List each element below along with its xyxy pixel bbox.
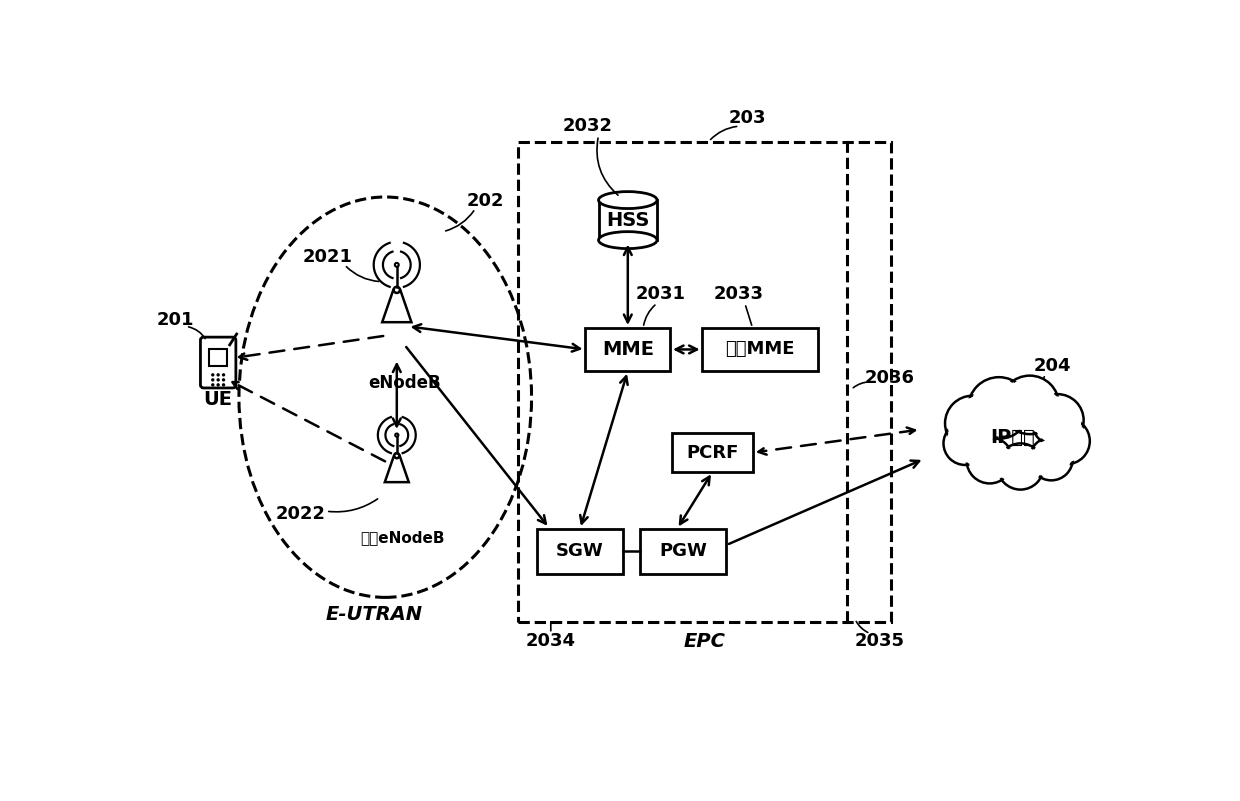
Circle shape: [217, 373, 219, 376]
Text: UE: UE: [203, 390, 233, 409]
Polygon shape: [382, 290, 412, 322]
Circle shape: [211, 378, 215, 381]
Bar: [585, 328, 670, 371]
Text: 203: 203: [728, 110, 766, 127]
Circle shape: [945, 396, 1001, 451]
Circle shape: [1029, 437, 1073, 481]
Text: 2021: 2021: [303, 248, 352, 266]
Ellipse shape: [599, 231, 657, 248]
Text: 204: 204: [1034, 357, 1071, 376]
Circle shape: [217, 383, 219, 387]
Text: EPC: EPC: [684, 632, 725, 650]
Circle shape: [396, 433, 398, 437]
Bar: [208, 349, 227, 366]
Text: 2034: 2034: [526, 632, 575, 650]
Circle shape: [971, 380, 1028, 437]
Text: 2033: 2033: [714, 285, 764, 303]
Text: 2032: 2032: [563, 117, 613, 135]
Text: 其它MME: 其它MME: [725, 340, 795, 359]
Circle shape: [947, 398, 998, 449]
Circle shape: [1032, 394, 1084, 446]
Text: SGW: SGW: [557, 542, 604, 560]
Bar: [672, 433, 753, 472]
Circle shape: [967, 437, 1013, 484]
Circle shape: [393, 287, 401, 293]
Text: 2022: 2022: [275, 505, 326, 523]
Text: eNodeB: eNodeB: [368, 374, 440, 392]
Bar: [703, 328, 818, 371]
Circle shape: [211, 383, 215, 387]
Text: PGW: PGW: [660, 542, 707, 560]
Circle shape: [211, 373, 215, 376]
Circle shape: [222, 373, 226, 376]
Circle shape: [1032, 440, 1070, 478]
Text: HSS: HSS: [606, 211, 650, 230]
Circle shape: [1034, 396, 1081, 445]
Bar: [599, 200, 657, 240]
Circle shape: [394, 453, 399, 458]
Circle shape: [222, 383, 226, 387]
Text: 202: 202: [466, 192, 505, 210]
Circle shape: [1003, 378, 1056, 432]
Text: PCRF: PCRF: [686, 444, 739, 461]
Text: 2036: 2036: [864, 369, 915, 387]
Bar: [518, 142, 892, 622]
Circle shape: [1001, 376, 1059, 434]
Circle shape: [1045, 421, 1087, 462]
Bar: [640, 529, 727, 574]
Polygon shape: [384, 456, 409, 482]
Text: 2031: 2031: [635, 285, 686, 303]
Circle shape: [946, 425, 985, 463]
Ellipse shape: [599, 191, 657, 208]
Circle shape: [968, 440, 1011, 481]
Circle shape: [999, 445, 1042, 487]
Text: 2035: 2035: [854, 632, 905, 650]
Circle shape: [217, 378, 219, 381]
Circle shape: [944, 422, 987, 465]
FancyBboxPatch shape: [201, 337, 236, 388]
Text: 其它eNodeB: 其它eNodeB: [361, 529, 445, 545]
Text: IP业务: IP业务: [991, 428, 1035, 447]
Circle shape: [1044, 418, 1090, 465]
Circle shape: [222, 378, 226, 381]
Circle shape: [997, 444, 1044, 489]
Text: MME: MME: [601, 340, 653, 359]
Bar: [537, 529, 624, 574]
Circle shape: [968, 377, 1029, 439]
Circle shape: [394, 263, 399, 267]
Text: E-UTRAN: E-UTRAN: [325, 605, 423, 624]
Text: 201: 201: [157, 312, 195, 329]
